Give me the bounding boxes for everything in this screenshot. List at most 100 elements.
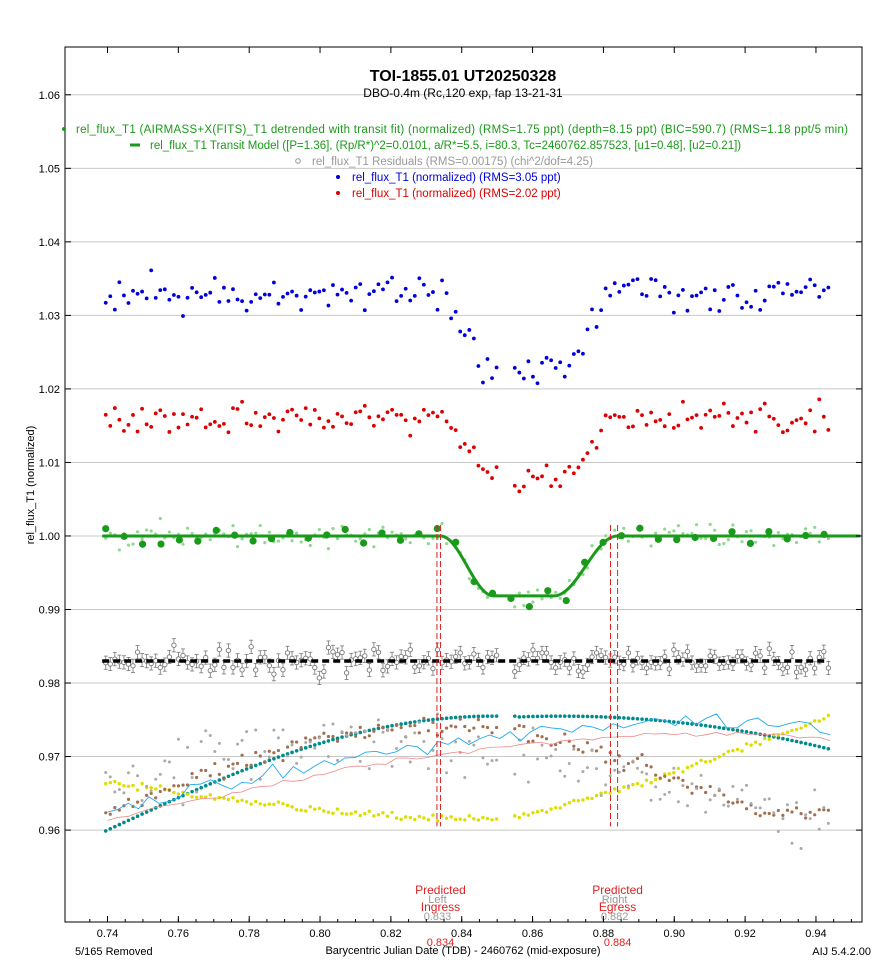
airmass-point	[467, 714, 472, 719]
airmass-point	[308, 744, 313, 749]
airmass-point	[540, 714, 544, 719]
blue-series-point	[740, 305, 744, 310]
brown-point	[699, 785, 703, 790]
detrended-point	[308, 543, 312, 548]
detrended-point	[804, 527, 808, 531]
blue-series-point	[131, 288, 135, 293]
yellow-point	[304, 809, 308, 813]
brown-point	[731, 801, 735, 805]
residual-point	[762, 665, 768, 671]
x-tick-label: 0.76	[168, 928, 189, 940]
yellow-point	[517, 815, 522, 820]
marker-label: Predicted	[592, 883, 643, 897]
yellow-point	[631, 782, 635, 787]
gray-point	[672, 766, 676, 770]
red-series-point	[122, 429, 126, 433]
brown-point	[372, 729, 376, 733]
airmass-point	[244, 767, 249, 771]
brown-point	[781, 813, 785, 817]
airmass-point	[108, 827, 113, 831]
airmass-point	[594, 714, 599, 719]
gray-point	[326, 755, 330, 759]
yellow-point	[572, 798, 576, 803]
blue-series-point	[358, 282, 363, 287]
brown-point	[822, 808, 826, 812]
blue-series-point	[767, 284, 772, 289]
yellow-point	[226, 797, 231, 802]
red-series-point	[817, 397, 822, 402]
brown-point	[744, 807, 749, 811]
red-series-point	[558, 484, 563, 489]
red-series-point	[181, 412, 185, 416]
yellow-point	[703, 760, 708, 764]
yellow-point	[813, 719, 817, 723]
gray-point	[399, 740, 403, 744]
gray-point	[763, 797, 767, 801]
yellow-point	[126, 784, 131, 789]
brown-point	[417, 731, 421, 735]
detrended-point	[167, 530, 171, 534]
blue-series-point	[553, 366, 558, 370]
gray-point	[826, 821, 830, 825]
blue-series-point	[558, 360, 563, 365]
blue-series-point	[676, 293, 681, 298]
detrended-point	[690, 531, 694, 535]
yellow-point	[794, 727, 799, 732]
blue-series-point	[826, 285, 831, 290]
residual-point	[748, 662, 754, 668]
gray-point	[804, 813, 808, 817]
blue-series-point	[267, 292, 272, 297]
residual-point	[339, 649, 345, 656]
residual-point	[334, 652, 341, 658]
residual-point	[221, 664, 227, 671]
blue-series-point	[294, 293, 299, 298]
red-series-point	[258, 424, 263, 429]
yellow-point	[699, 758, 703, 763]
airmass-point	[690, 722, 694, 726]
red-series-point	[690, 415, 694, 420]
yellow-point	[708, 759, 712, 763]
brown-point	[394, 723, 399, 727]
red-series-point	[521, 484, 526, 489]
yellow-point	[722, 752, 726, 756]
yellow-point	[235, 799, 240, 803]
brown-point	[408, 724, 412, 728]
red-series-point	[753, 429, 758, 434]
gray-point	[772, 811, 776, 815]
gray-point	[445, 771, 449, 775]
gray-point	[263, 749, 267, 753]
airmass-point	[385, 724, 390, 729]
gray-point	[226, 757, 230, 761]
red-series-point	[140, 406, 144, 411]
yellow-point	[472, 817, 476, 821]
gray-point	[140, 798, 144, 802]
brown-point	[758, 814, 762, 818]
residual-point	[630, 662, 636, 669]
detrended-point	[444, 542, 449, 546]
detrended-point	[744, 529, 749, 534]
detrended-point	[190, 531, 194, 536]
gray-point	[440, 737, 444, 741]
brown-point	[767, 811, 771, 816]
yellow-point	[240, 798, 244, 802]
airmass-point	[340, 735, 344, 739]
gray-point	[108, 775, 112, 779]
detrended-point	[231, 524, 235, 528]
blue-series-point	[471, 336, 476, 341]
blue-series-point	[726, 285, 731, 289]
yellow-point	[590, 796, 594, 801]
gray-point	[717, 787, 721, 791]
blue-series-point	[353, 285, 358, 290]
brown-point	[531, 739, 535, 743]
airmass-point	[140, 812, 144, 816]
residual-point	[371, 646, 377, 652]
x-tick-label: 0.90	[664, 928, 685, 940]
residual-point	[266, 662, 272, 669]
airmass-point	[531, 714, 535, 719]
residual-point	[239, 667, 245, 673]
detrended-point	[667, 530, 671, 534]
blue-series-point	[112, 307, 117, 312]
red-series-point	[685, 417, 690, 422]
residual-point	[189, 661, 195, 668]
blue-series-point	[490, 376, 494, 381]
